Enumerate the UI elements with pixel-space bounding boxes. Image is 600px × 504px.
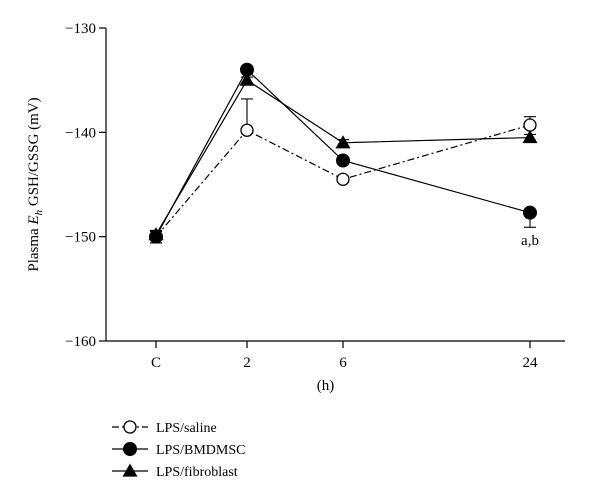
legend-item-1: LPS/BMDMSC bbox=[112, 442, 245, 458]
data-point bbox=[522, 130, 538, 144]
data-point bbox=[148, 227, 164, 241]
data-point bbox=[335, 135, 351, 149]
series-line bbox=[155, 79, 531, 235]
legend-swatch-marker bbox=[123, 442, 137, 456]
legend: LPS/saline LPS/BMDMSC LPS/fibroblast bbox=[112, 420, 245, 480]
data-point bbox=[240, 123, 254, 137]
axes: −130 −140 −150 −160 C 2 6 24 (h) Plasma Eh GSH/GS… bbox=[26, 21, 565, 394]
legend-swatch-marker bbox=[122, 463, 138, 477]
annotation-layer: a,b bbox=[521, 233, 539, 249]
data-point bbox=[239, 72, 255, 86]
legend-item-0: LPS/saline bbox=[112, 420, 217, 436]
y-tick-label: −140 bbox=[65, 125, 96, 141]
x-tick-label: 6 bbox=[339, 355, 347, 371]
x-tick-label: 2 bbox=[243, 355, 251, 371]
series-2 bbox=[148, 72, 538, 241]
series-layer bbox=[148, 62, 538, 244]
x-tick-label: C bbox=[151, 355, 161, 371]
y-axis-label: Plasma Eh GSH/GSSG (mV) bbox=[26, 97, 45, 271]
legend-item-2: LPS/fibroblast bbox=[112, 463, 238, 480]
series-0 bbox=[149, 98, 537, 244]
data-point bbox=[523, 118, 537, 132]
series-1 bbox=[149, 62, 537, 244]
x-tick-label: 24 bbox=[523, 355, 539, 371]
y-tick-label: −160 bbox=[65, 334, 96, 350]
legend-swatch-marker bbox=[123, 420, 137, 434]
annotation: a,b bbox=[521, 233, 539, 249]
legend-label: LPS/saline bbox=[156, 421, 217, 436]
data-point bbox=[336, 153, 350, 168]
y-tick-label: −150 bbox=[65, 230, 96, 246]
data-point bbox=[523, 205, 537, 220]
y-tick-label: −130 bbox=[65, 21, 96, 37]
legend-label: LPS/BMDMSC bbox=[156, 443, 245, 458]
series-line bbox=[155, 68, 531, 237]
data-point bbox=[336, 172, 350, 186]
series-line bbox=[155, 124, 531, 238]
legend-label: LPS/fibroblast bbox=[156, 465, 238, 480]
x-axis-label: (h) bbox=[317, 378, 335, 394]
